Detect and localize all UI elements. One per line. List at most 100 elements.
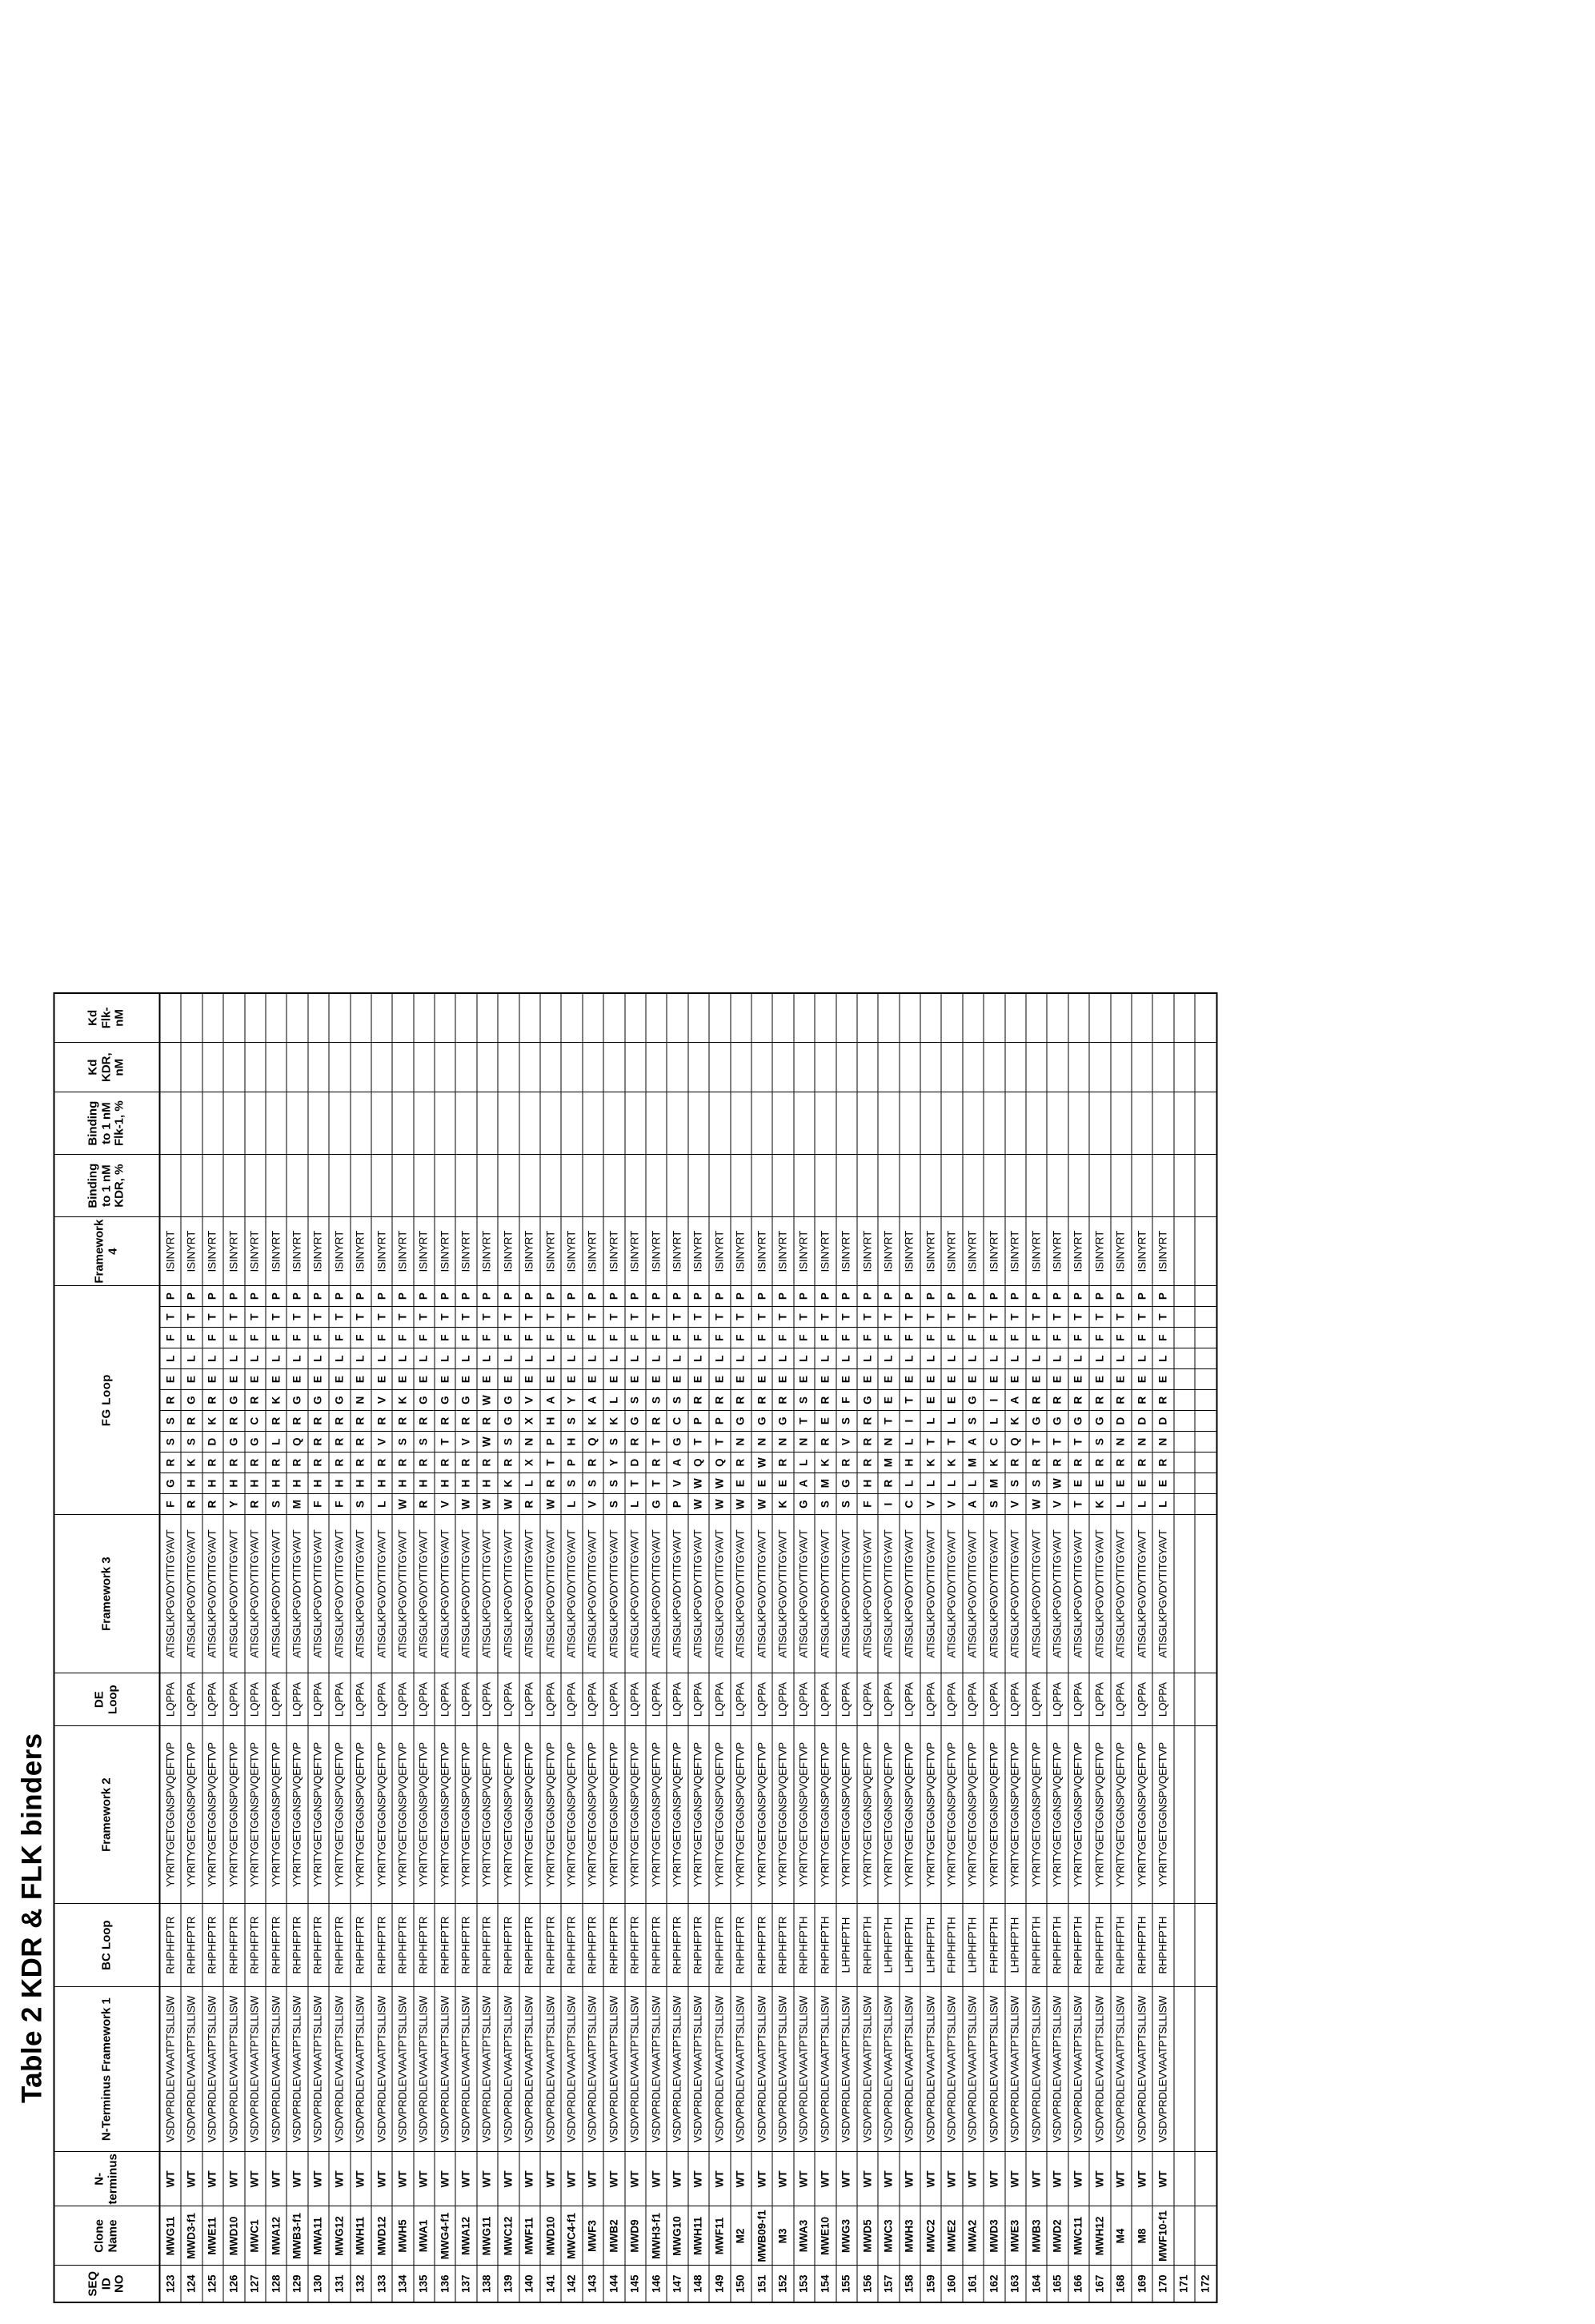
- cell-fg-loop-residue: R: [244, 1452, 266, 1473]
- cell-fg-loop-residue: L: [940, 1410, 963, 1432]
- cell-kd-kdr: [814, 1042, 836, 1092]
- table-row: 151 MWB09-f1 WT VSDVPRDLEVVAATPTSLLISW RHPHF…: [751, 992, 772, 2302]
- cell-kd-kdr: [666, 1042, 688, 1092]
- cell-fg-loop-residue: R: [1088, 1452, 1111, 1473]
- cell-framework-1: VSDVPRDLEVVAATPTSLLISW: [497, 1986, 519, 2152]
- cell-fg-loop-residue: E: [983, 1368, 1005, 1390]
- cell-kd-kdr: [265, 1042, 287, 1092]
- cell-fg-loop-residue: T: [899, 1389, 920, 1411]
- cell-kd-kdr: [202, 1042, 223, 1092]
- cell-framework-1: VSDVPRDLEVVAATPTSLLISW: [730, 1986, 751, 2152]
- cell-fg-loop-residue: L: [666, 1348, 688, 1369]
- cell-n-terminus: WT: [1088, 2151, 1111, 2206]
- cell-de-loop: LQPPA: [666, 1673, 688, 1726]
- cell-fg-loop-residue: G: [434, 1389, 455, 1411]
- cell-clone-name: MWE2: [940, 2206, 963, 2266]
- cell-de-loop: LQPPA: [899, 1673, 920, 1726]
- cell-fg-loop-residue: R: [1025, 1452, 1047, 1473]
- cell-fg-loop-residue: E: [814, 1368, 836, 1390]
- cell-fg-loop-residue: R: [455, 1452, 477, 1473]
- cell-kd-flk: [476, 992, 498, 1043]
- cell-fg-loop-residue: S: [265, 1493, 287, 1515]
- cell-fg-loop-residue: P: [391, 1285, 414, 1307]
- cell-clone-name: MWC4-f1: [560, 2206, 583, 2266]
- cell-fg-loop-residue: V: [371, 1389, 392, 1411]
- cell-fg-loop-residue: F: [877, 1327, 900, 1348]
- cell-fg-loop-residue: P: [1088, 1285, 1111, 1307]
- cell-kd-kdr: [307, 1042, 329, 1092]
- cell-kd-flk: [1152, 992, 1174, 1043]
- cell-fg-loop-residue: H: [265, 1473, 287, 1494]
- cell-kd-kdr: [603, 1042, 625, 1092]
- cell-fg-loop-residue: G: [413, 1389, 435, 1411]
- cell-fg-loop-residue: T: [202, 1306, 223, 1328]
- cell-fg-loop-residue: P: [920, 1285, 941, 1307]
- cell-kd-flk: [307, 992, 329, 1043]
- cell-fg-loop-residue: W: [476, 1431, 498, 1452]
- cell-fg-loop-residue: H: [371, 1473, 392, 1494]
- cell-de-loop: LQPPA: [856, 1673, 878, 1726]
- cell-framework-4: ISINYRT: [899, 1216, 920, 1286]
- cell-fg-loop-residue: [1173, 1473, 1195, 1494]
- cell-fg-loop-residue: P: [666, 1493, 688, 1515]
- cell-clone-name: MWC12: [497, 2206, 519, 2266]
- cell-fg-loop-residue: L: [899, 1431, 920, 1452]
- cell-binding-flk: [983, 1092, 1005, 1155]
- cell-fg-loop-residue: E: [962, 1368, 984, 1390]
- cell-fg-loop-residue: F: [539, 1327, 561, 1348]
- cell-seq-id: 149: [708, 2266, 731, 2302]
- table-row: 136 MWG4-f1 WT VSDVPRDLEVVAATPTSLLISW RHPHFP…: [434, 992, 455, 2302]
- cell-binding-kdr: [708, 1154, 731, 1217]
- cell-de-loop: LQPPA: [371, 1673, 392, 1726]
- cell-binding-flk: [899, 1092, 920, 1155]
- cell-seq-id: 123: [159, 2266, 181, 2302]
- cell-kd-kdr: [560, 1042, 583, 1092]
- cell-fg-loop-residue: F: [455, 1327, 477, 1348]
- cell-framework-1: VSDVPRDLEVVAATPTSLLISW: [877, 1986, 900, 2152]
- cell-binding-kdr: [1004, 1154, 1026, 1217]
- cell-fg-loop-residue: P: [202, 1285, 223, 1307]
- cell-clone-name: MWD5: [856, 2206, 878, 2266]
- cell-fg-loop-residue: F: [1110, 1327, 1132, 1348]
- cell-fg-loop-residue: F: [328, 1493, 351, 1515]
- cell-fg-loop-residue: T: [983, 1306, 1005, 1328]
- cell-n-terminus: WT: [751, 2151, 772, 2206]
- cell-fg-loop-residue: F: [307, 1327, 329, 1348]
- cell-fg-loop-residue: E: [455, 1368, 477, 1390]
- cell-fg-loop-residue: P: [1046, 1285, 1068, 1307]
- cell-fg-loop-residue: F: [307, 1493, 329, 1515]
- cell-clone-name: MWE11: [202, 2206, 223, 2266]
- cell-fg-loop-residue: T: [751, 1306, 772, 1328]
- cell-seq-id: 129: [286, 2266, 308, 2302]
- cell-fg-loop-residue: G: [1046, 1410, 1068, 1432]
- cell-fg-loop-residue: E: [771, 1368, 794, 1390]
- cell-fg-loop-residue: T: [519, 1306, 540, 1328]
- col-header-bc-loop: BC Loop: [54, 1903, 159, 1987]
- cell-binding-flk: [519, 1092, 540, 1155]
- cell-clone-name: M3: [771, 2206, 794, 2266]
- cell-bc-loop: RHPHFPTH: [1046, 1903, 1068, 1987]
- cell-fg-loop-residue: S: [793, 1389, 815, 1411]
- cell-framework-1: VSDVPRDLEVVAATPTSLLISW: [940, 1986, 963, 2152]
- cell-seq-id: 166: [1068, 2266, 1089, 2302]
- cell-binding-kdr: [793, 1154, 815, 1217]
- cell-binding-flk: [1025, 1092, 1047, 1155]
- cell-fg-loop-residue: T: [920, 1431, 941, 1452]
- cell-bc-loop: RHPHFPTR: [202, 1903, 223, 1987]
- table-row: 155 MWG3 WT VSDVPRDLEVVAATPTSLLISW LHPHFPTH Y…: [836, 992, 857, 2302]
- cell-fg-loop-residue: K: [603, 1410, 625, 1432]
- cell-seq-id: 126: [222, 2266, 245, 2302]
- cell-binding-kdr: [371, 1154, 392, 1217]
- cell-fg-loop-residue: R: [1046, 1389, 1068, 1411]
- cell-framework-3: ATISGLKPGVDYTITGYAVT: [539, 1514, 561, 1673]
- cell-fg-loop-residue: P: [222, 1285, 245, 1307]
- cell-framework-2: YYRITYGETGGNSPVQEFTVP: [877, 1725, 900, 1904]
- table-row: 142 MWC4-f1 WT VSDVPRDLEVVAATPTSLLISW RHPHFP…: [560, 992, 583, 2302]
- cell-fg-loop-residue: W: [497, 1493, 519, 1515]
- cell-fg-loop-residue: W: [539, 1493, 561, 1515]
- cell-binding-flk: [1088, 1092, 1111, 1155]
- cell-fg-loop-residue: R: [687, 1389, 709, 1411]
- cell-fg-loop-residue: H: [328, 1473, 351, 1494]
- cell-fg-loop-residue: F: [1088, 1327, 1111, 1348]
- cell-fg-loop-residue: L: [836, 1348, 857, 1369]
